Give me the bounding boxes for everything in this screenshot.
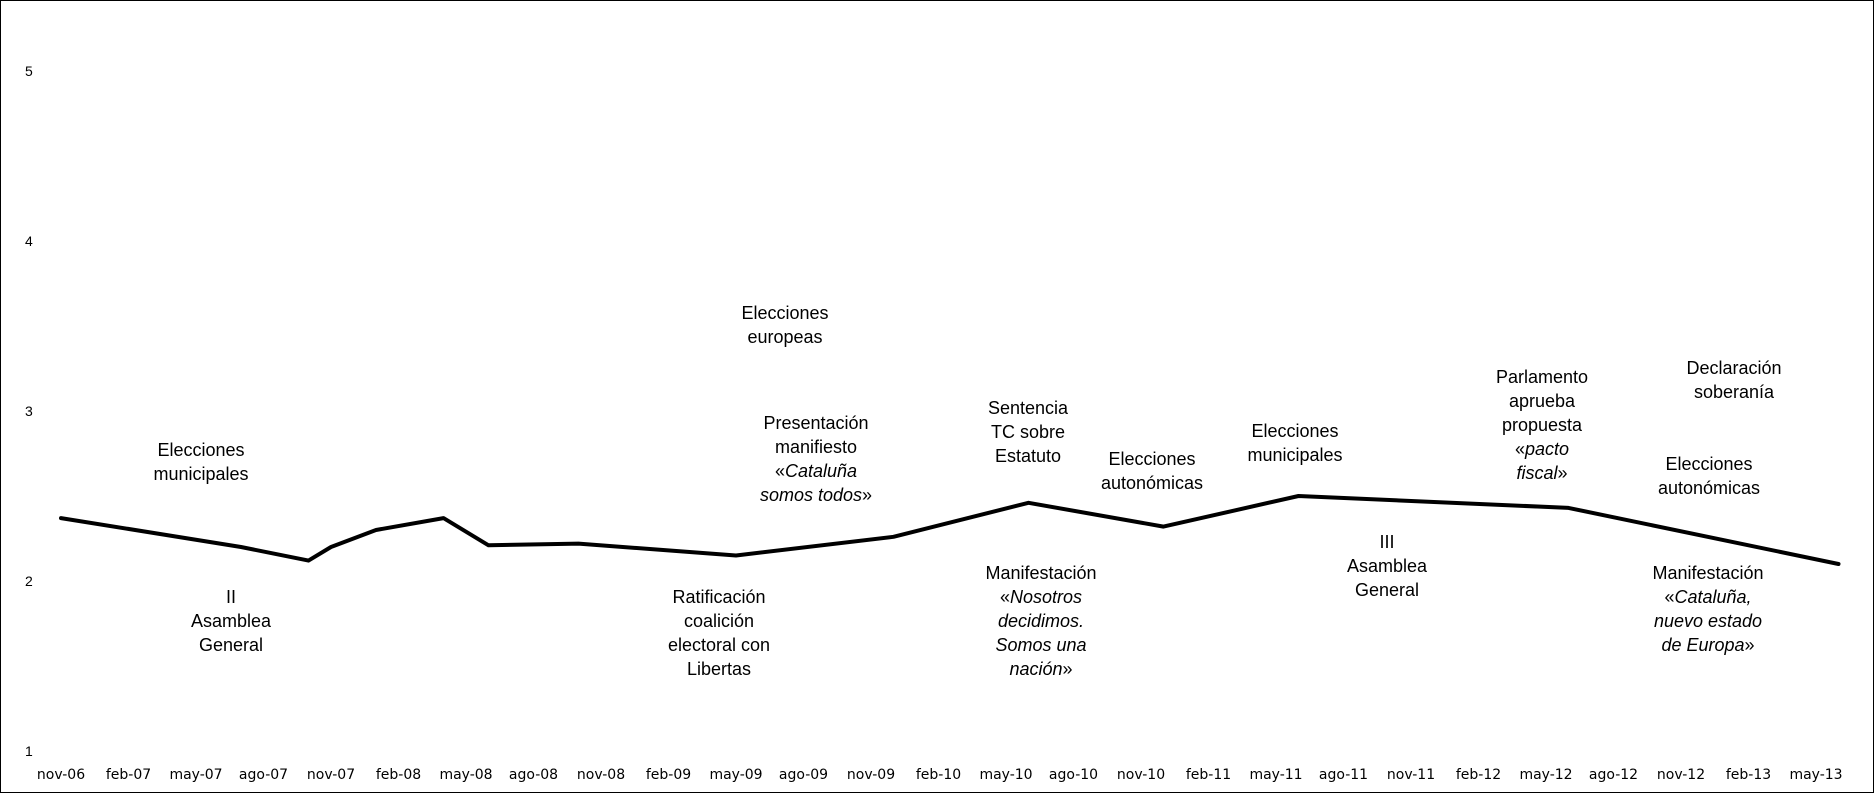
x-tick-label: feb-12 — [1456, 767, 1501, 783]
x-tick-label: ago-07 — [239, 767, 288, 783]
x-axis-ticks: nov-06 feb-07 may-07 ago-07 nov-07 feb-08 may-… — [37, 767, 1843, 783]
annotation-elecciones-europeas: Elecciones europeas — [741, 303, 828, 347]
x-tick-label: feb-13 — [1726, 767, 1771, 783]
annotation-elecciones-autonomicas-2010: Elecciones autonómicas — [1101, 449, 1203, 493]
y-tick-label: 4 — [25, 233, 33, 249]
x-tick-label: feb-09 — [646, 767, 691, 783]
annotation-elecciones-municipales-2011: Elecciones municipales — [1247, 421, 1342, 465]
annotation-sentencia-tc: Sentencia TC sobre Estatuto — [988, 398, 1069, 466]
x-tick-label: nov-12 — [1657, 767, 1705, 783]
annotation-elecciones-autonomicas-2012: Elecciones autonómicas — [1658, 454, 1760, 498]
y-tick-label: 5 — [25, 63, 33, 79]
series-group — [59, 494, 1841, 566]
x-tick-label: may-07 — [169, 767, 222, 783]
x-tick-label: nov-09 — [847, 767, 895, 783]
x-tick-label: ago-12 — [1589, 767, 1638, 783]
x-tick-label: ago-10 — [1049, 767, 1098, 783]
annotation-manifestacion-2012: Manifestación «Cataluña, nuevo estado de Eu… — [1652, 563, 1763, 655]
annotation-ii-asamblea-general: II Asamblea General — [191, 587, 272, 655]
y-tick-label: 2 — [25, 573, 33, 589]
x-tick-label: may-08 — [439, 767, 492, 783]
x-tick-label: may-11 — [1249, 767, 1302, 783]
x-tick-label: ago-11 — [1319, 767, 1368, 783]
x-tick-label: ago-08 — [509, 767, 558, 783]
x-tick-label: feb-07 — [106, 767, 151, 783]
series-line — [59, 494, 1841, 566]
x-tick-label: nov-08 — [577, 767, 625, 783]
x-tick-label: feb-10 — [916, 767, 961, 783]
x-tick-label: may-10 — [979, 767, 1032, 783]
x-tick-label: may-09 — [709, 767, 762, 783]
annotation-declaracion-soberania: Declaración soberanía — [1686, 358, 1781, 402]
annotations-group: Elecciones municipales II Asamblea General El… — [153, 303, 1781, 679]
annotation-presentacion-manifiesto: Presentación manifiesto «Cataluña somos tod… — [760, 413, 872, 505]
x-tick-label: nov-10 — [1117, 767, 1165, 783]
y-tick-label: 3 — [25, 403, 33, 419]
x-tick-label: feb-11 — [1186, 767, 1231, 783]
x-tick-label: may-12 — [1519, 767, 1572, 783]
annotation-ratificacion-coalicion: Ratificación coalición electoral con Libert… — [668, 587, 770, 679]
annotation-iii-asamblea-general: III Asamblea General — [1347, 532, 1428, 600]
y-axis-ticks: 1 2 3 4 5 — [25, 63, 33, 759]
x-tick-label: ago-09 — [779, 767, 828, 783]
x-tick-label: nov-11 — [1387, 767, 1435, 783]
y-tick-label: 1 — [25, 743, 33, 759]
x-tick-label: nov-06 — [37, 767, 85, 783]
x-tick-label: may-13 — [1789, 767, 1842, 783]
annotation-manifestacion-2010: Manifestación «Nosotros decidimos. Somos un… — [985, 563, 1096, 679]
x-tick-label: feb-08 — [376, 767, 421, 783]
x-tick-label: nov-07 — [307, 767, 355, 783]
annotation-parlamento-pacto-fiscal: Parlamento aprueba propuesta «pacto fiscal» — [1496, 367, 1588, 483]
annotation-elecciones-municipales-2007: Elecciones municipales — [153, 440, 248, 484]
